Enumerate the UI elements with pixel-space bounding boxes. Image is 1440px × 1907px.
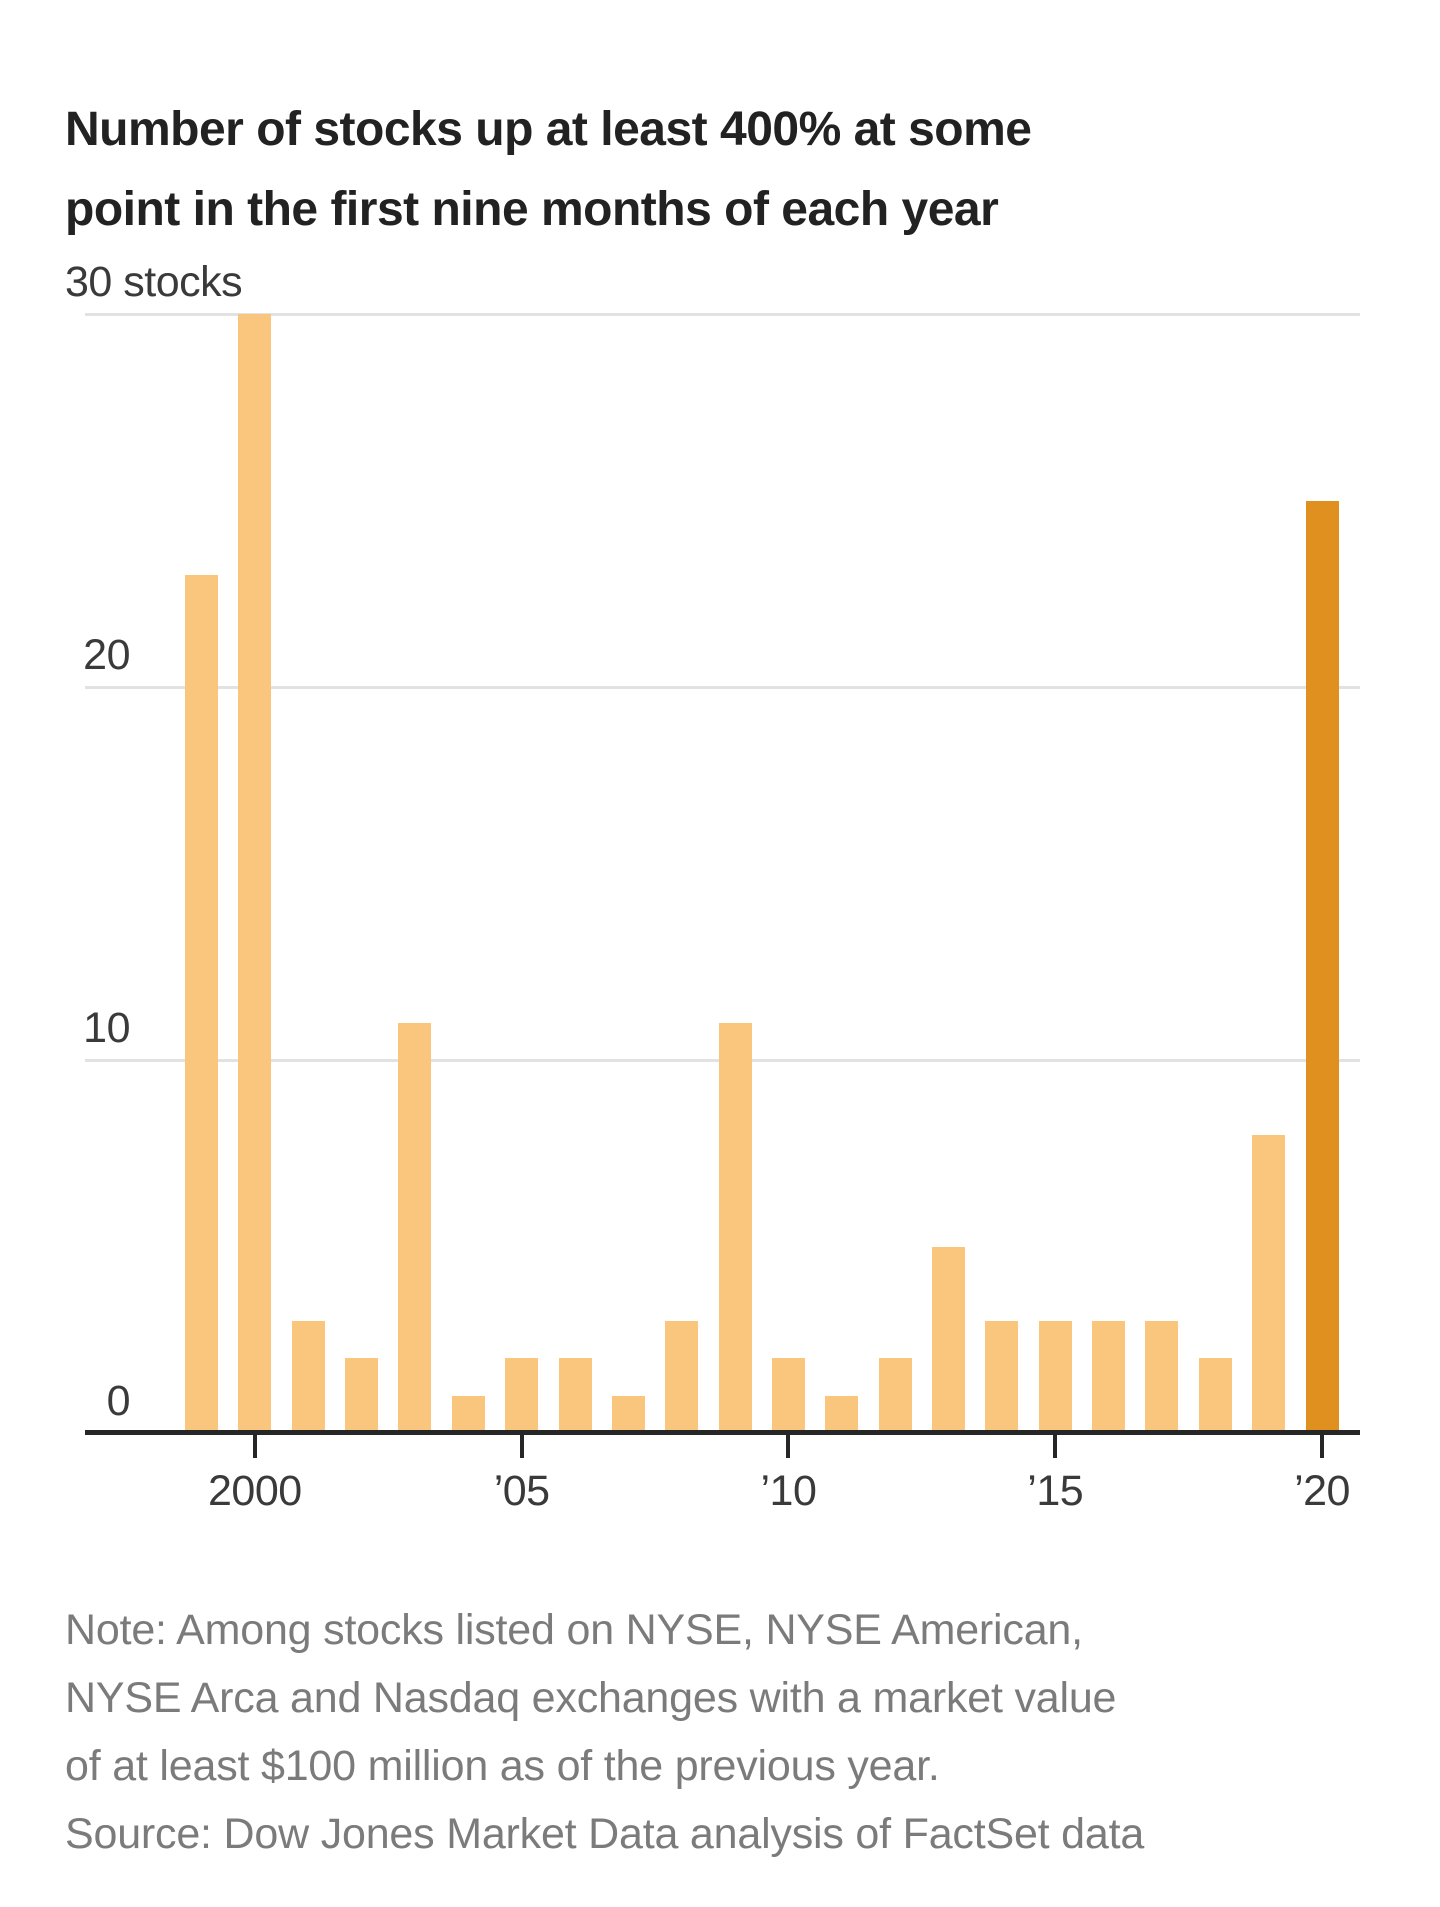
x-axis-label-2000: 2000 [208,1467,302,1515]
bar-2008 [665,1321,699,1433]
x-axis-label-2020: ’20 [1294,1467,1350,1515]
y-axis-label-30: 30 stocks [65,258,243,306]
bar-2013 [932,1246,966,1433]
y-axis-label-10: 10 [83,1004,130,1052]
bar-2018 [1198,1358,1232,1433]
bar-2016 [1092,1321,1126,1433]
bar-2004 [451,1395,485,1433]
bar-2002 [345,1358,379,1433]
x-axis-label-2015: ’15 [1027,1467,1084,1515]
note-line-1: Note: Among stocks listed on NYSE, NYSE … [65,1606,1083,1654]
x-axis-tick-2010 [786,1435,791,1458]
x-axis-tick-2000 [252,1435,257,1458]
bar-2017 [1145,1321,1179,1433]
note-line-2: NYSE Arca and Nasdaq exchanges with a ma… [65,1674,1117,1722]
bar-2015 [1038,1321,1072,1433]
source-line: Source: Dow Jones Market Data analysis o… [65,1810,1145,1858]
y-axis-label-0: 0 [106,1377,131,1425]
x-axis-label-2010: ’10 [760,1467,817,1515]
gridline-y-20 [85,686,1360,689]
bar-2014 [985,1321,1019,1433]
x-axis-tick-2015 [1053,1435,1058,1458]
bar-2010 [771,1358,805,1433]
bar-2009 [718,1022,752,1433]
bar-2006 [558,1358,592,1433]
x-axis-tick-2020 [1320,1435,1325,1458]
x-axis-line [85,1430,1360,1435]
bar-2019 [1252,1134,1286,1433]
bar-2012 [878,1358,912,1433]
chart-title-line-2: point in the first nine months of each y… [65,183,999,237]
chart-title: Number of stocks up at least 400% at som… [65,90,1032,250]
x-axis-label-2005: ’05 [493,1467,550,1515]
gridline-y-30 [85,313,1360,316]
bar-2020 [1305,500,1339,1433]
bar-2001 [291,1321,325,1433]
y-axis-label-20: 20 [83,631,130,679]
chart-footnote: Note: Among stocks listed on NYSE, NYSE … [65,1596,1144,1868]
bar-2011 [825,1395,859,1433]
bar-2000 [238,314,272,1433]
bar-1999 [185,575,218,1433]
bar-2005 [505,1358,539,1433]
x-axis-tick-2005 [519,1435,524,1458]
note-line-3: of at least $100 million as of the previ… [65,1742,940,1790]
bar-2007 [611,1395,645,1433]
chart-title-line-1: Number of stocks up at least 400% at som… [65,103,1032,157]
bar-2003 [398,1022,432,1433]
